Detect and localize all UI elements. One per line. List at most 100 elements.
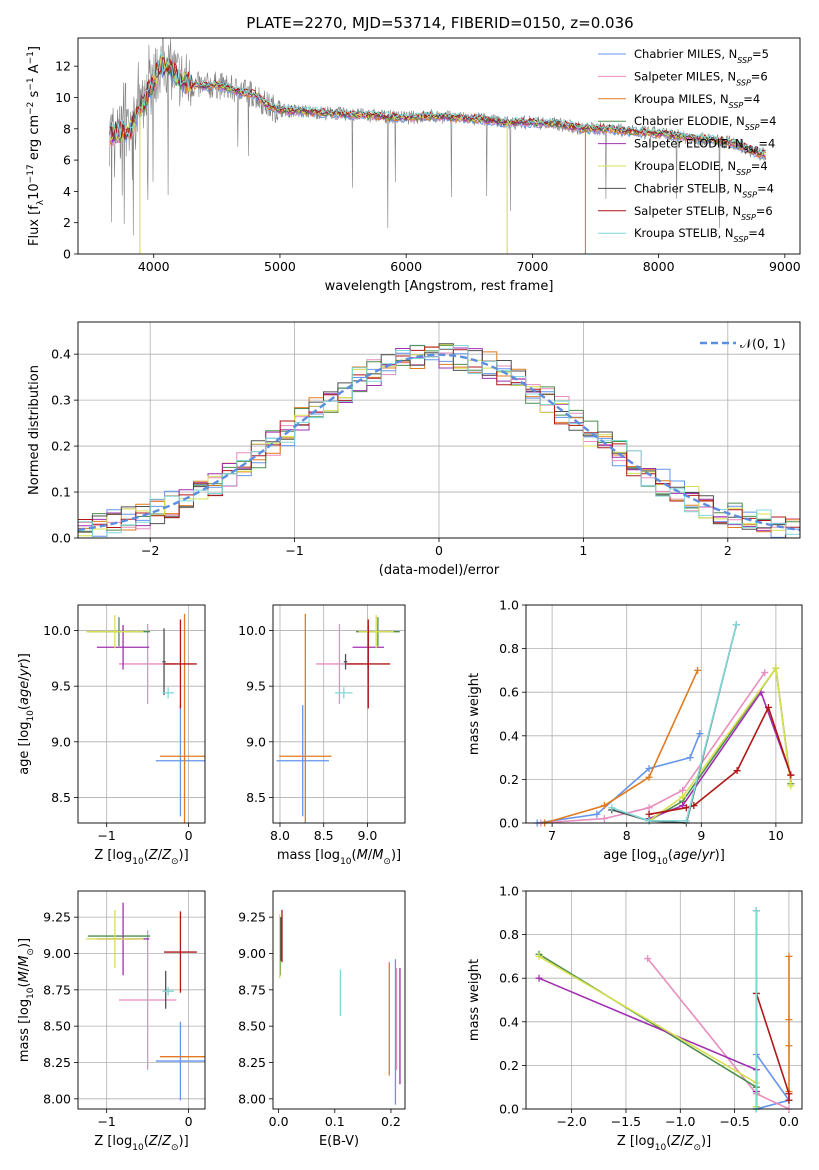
xlabel-part: ( bbox=[144, 1134, 149, 1149]
spectrum-model-line bbox=[109, 55, 766, 156]
weight-vs-z-ytick-label: 0.6 bbox=[499, 971, 519, 986]
spectrum-xtick-label: 7000 bbox=[516, 259, 548, 274]
weight-marker bbox=[645, 810, 653, 818]
mass-vs-ebv-xtick-label: 0.1 bbox=[325, 1114, 345, 1129]
weight-marker bbox=[733, 767, 741, 775]
weight-vs-age-xtick-label: 10 bbox=[768, 828, 784, 843]
weight-marker bbox=[694, 666, 702, 674]
weight-vs-z-axes: −2.0 −1.5 −1.0 −0.5 0.0 0.0 0.2 0.4 0.6 0.8 1.0 bbox=[499, 884, 802, 1129]
weight-marker bbox=[785, 1090, 793, 1098]
normal-curve bbox=[77, 353, 801, 532]
ylabel-part: A bbox=[27, 64, 42, 77]
spectrum-ytick-label: 2 bbox=[63, 215, 71, 230]
age-vs-z-ytick-label: 10.0 bbox=[43, 623, 71, 638]
weight-marker bbox=[696, 730, 704, 738]
weight-marker bbox=[645, 804, 653, 812]
legend-name: Chabrier STELIB, N bbox=[634, 181, 742, 195]
figure-title: PLATE=2270, MJD=53714, FIBERID=0150, z=0… bbox=[246, 14, 633, 32]
residuals-ylabel: Normed distribution bbox=[27, 365, 42, 495]
weight-vs-z-ytick-label: 0.0 bbox=[499, 1102, 519, 1117]
mass-vs-z-ytick-label: 9.25 bbox=[43, 910, 71, 925]
mass-vs-z-frame bbox=[77, 890, 206, 1110]
legend-count: =6 bbox=[751, 69, 768, 83]
xlabel-part: Z bbox=[161, 848, 172, 863]
residuals-ytick-label: 0.3 bbox=[51, 393, 71, 408]
xlabel-part: ( bbox=[144, 848, 149, 863]
ylabel-part: erg cm bbox=[27, 115, 42, 164]
ylabel-part: )] bbox=[17, 653, 32, 663]
weight-line bbox=[611, 624, 738, 822]
legend-name: Chabrier MILES, N bbox=[634, 47, 737, 61]
weight-marker bbox=[682, 804, 690, 812]
mass-vs-ebv-xtick-label: 0.0 bbox=[269, 1114, 289, 1129]
spectrum-xtick-label: 5000 bbox=[264, 259, 296, 274]
weight-vs-age-frame bbox=[525, 604, 803, 824]
legend-name: Kroupa ELODIE, N bbox=[634, 159, 736, 173]
xlabel-part: ( bbox=[352, 848, 357, 863]
weight-marker bbox=[645, 773, 653, 781]
spectrum-ytick-label: 12 bbox=[55, 59, 71, 74]
residuals-xlabel: (data-model)/error bbox=[379, 563, 500, 578]
xlabel-part: Z bbox=[148, 848, 159, 863]
mass-vs-ebv-axes: 0.0 0.1 0.2 8.00 8.25 8.50 8.75 9.00 9.25 bbox=[238, 910, 401, 1129]
legend-name: Kroupa MILES, N bbox=[634, 92, 729, 106]
age-vs-mass-xtick-label: 8.0 bbox=[270, 828, 290, 843]
legend-count: =4 bbox=[743, 92, 760, 106]
legend-sub: SSP bbox=[744, 145, 759, 154]
weight-vs-z-xtick-label: 0.0 bbox=[779, 1114, 799, 1129]
ylabel-part: )] bbox=[17, 938, 32, 948]
weight-marker bbox=[600, 802, 608, 810]
weight-marker bbox=[690, 802, 698, 810]
xlabel-part: Z [log bbox=[94, 1134, 132, 1149]
ylabel-part: ( bbox=[17, 982, 32, 987]
xlabel-part: ( bbox=[668, 848, 673, 863]
weight-vs-age-ylabel: mass weight bbox=[467, 673, 482, 755]
residual-histogram bbox=[78, 346, 800, 528]
residuals-xtick-label: 0 bbox=[435, 543, 443, 558]
mass-vs-z-xlabel: Z [log10(Z/Z⊙)] bbox=[94, 1134, 188, 1153]
legend-label: Chabrier ELODIE, NSSP=4 bbox=[634, 114, 776, 132]
mass-vs-z-xtick-label: −1 bbox=[97, 1114, 115, 1129]
weight-vs-age-xtick-label: 8 bbox=[623, 828, 631, 843]
ylabel-part: 10 bbox=[27, 183, 42, 200]
age-vs-z-ytick-label: 9.5 bbox=[51, 679, 71, 694]
mass-vs-ebv-ytick-label: 8.50 bbox=[238, 1019, 266, 1034]
xlabel-part: / bbox=[158, 848, 163, 863]
xlabel-part: ⊙ bbox=[383, 857, 391, 867]
xlabel-part: / bbox=[158, 1134, 163, 1149]
weight-marker bbox=[785, 1016, 793, 1024]
ylabel-part: −1 bbox=[26, 51, 36, 64]
legend-label: Kroupa ELODIE, NSSP=4 bbox=[634, 159, 768, 177]
mass-vs-ebv-ytick-label: 8.25 bbox=[238, 1055, 266, 1070]
residuals-frame bbox=[77, 321, 801, 539]
weight-marker bbox=[535, 952, 543, 960]
weight-line bbox=[544, 670, 699, 824]
xlabel-part: / bbox=[697, 848, 702, 863]
ylabel-part: ⊙ bbox=[26, 948, 36, 956]
age-vs-z-ylabel: age [log10(age/yr)] bbox=[17, 653, 36, 775]
weight-vs-z-xtick-label: −1.0 bbox=[665, 1114, 695, 1129]
xlabel-part: 10 bbox=[132, 857, 144, 867]
age-vs-z-xtick-label: 0 bbox=[185, 828, 193, 843]
xlabel-part: Z [log bbox=[617, 1134, 655, 1149]
ylabel-part: age [log bbox=[17, 722, 32, 775]
legend-label: Salpeter STELIB, NSSP=6 bbox=[634, 204, 773, 222]
weight-marker bbox=[761, 669, 769, 677]
legend-normal-label: 𝒩(0, 1) bbox=[740, 336, 786, 351]
weight-vs-z-ytick-label: 0.2 bbox=[499, 1058, 519, 1073]
age-vs-mass-frame bbox=[272, 604, 406, 824]
age-vs-mass-ytick-label: 8.5 bbox=[246, 790, 266, 805]
residuals-ytick-label: 0.0 bbox=[51, 531, 71, 546]
ylabel-part: mass [log bbox=[17, 999, 32, 1062]
ylabel-part: Flux [f bbox=[27, 205, 42, 246]
xlabel-part: )] bbox=[179, 1134, 189, 1149]
residuals-ytick-label: 0.1 bbox=[51, 485, 71, 500]
ylabel-part: 10 bbox=[26, 987, 36, 999]
mass-vs-ebv-xtick-label: 0.2 bbox=[381, 1114, 401, 1129]
spectrum-frame bbox=[77, 37, 801, 255]
residuals-xtick-label: 1 bbox=[579, 543, 587, 558]
ylabel-part: / bbox=[17, 676, 32, 681]
ylabel-part: 10 bbox=[26, 710, 36, 722]
mass-vs-z-ylabel: mass [log10(M/M⊙)] bbox=[17, 938, 36, 1062]
weight-vs-z-xlabel: Z [log10(Z/Z⊙)] bbox=[617, 1134, 711, 1153]
